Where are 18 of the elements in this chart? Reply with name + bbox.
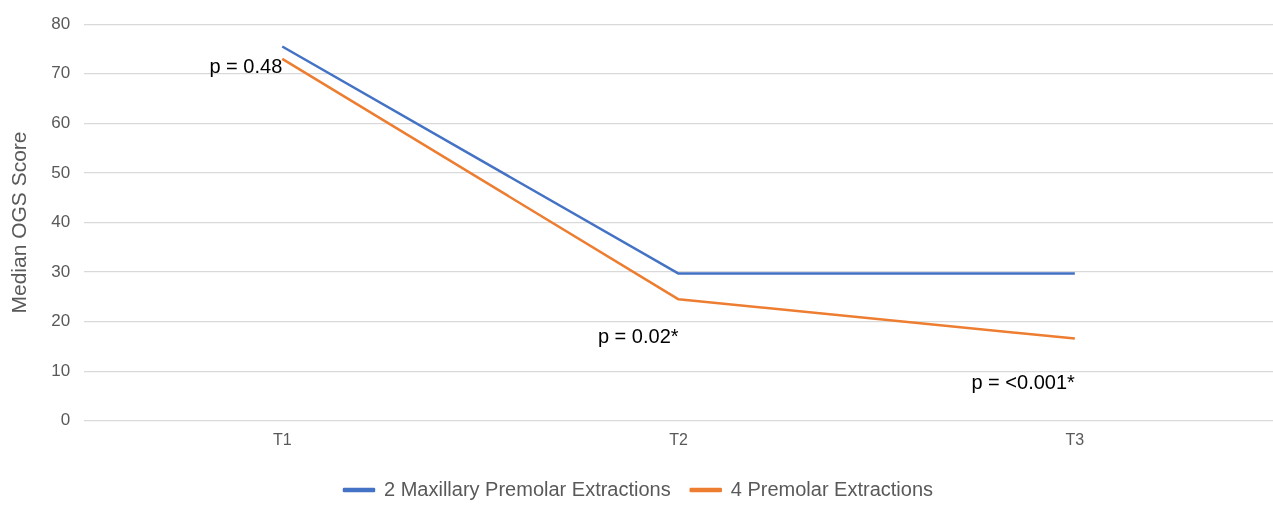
x-tick-label: T1 (272, 430, 292, 448)
y-tick-label: 80 (51, 13, 71, 33)
legend-label: 2 Maxillary Premolar Extractions (383, 477, 671, 500)
y-tick-label: 50 (51, 162, 71, 182)
annotation: p = <0.001* (971, 370, 1076, 393)
y-tick-label: 40 (51, 212, 71, 232)
y-tick-label: 60 (51, 113, 71, 133)
y-tick-label: 10 (51, 360, 71, 380)
legend-label: 4 Premolar Extractions (730, 477, 934, 500)
y-axis-title: Median OGS Score (7, 131, 31, 314)
x-tick-label: T2 (669, 430, 688, 448)
y-tick-label: 30 (51, 261, 71, 281)
annotation: p = 0.48 (209, 55, 283, 78)
y-tick-label: 20 (51, 311, 71, 331)
y-tick-label: 0 (60, 410, 71, 430)
x-tick-label: T3 (1065, 430, 1085, 448)
annotation: p = 0.02* (597, 325, 679, 348)
y-tick-label: 70 (51, 63, 71, 83)
